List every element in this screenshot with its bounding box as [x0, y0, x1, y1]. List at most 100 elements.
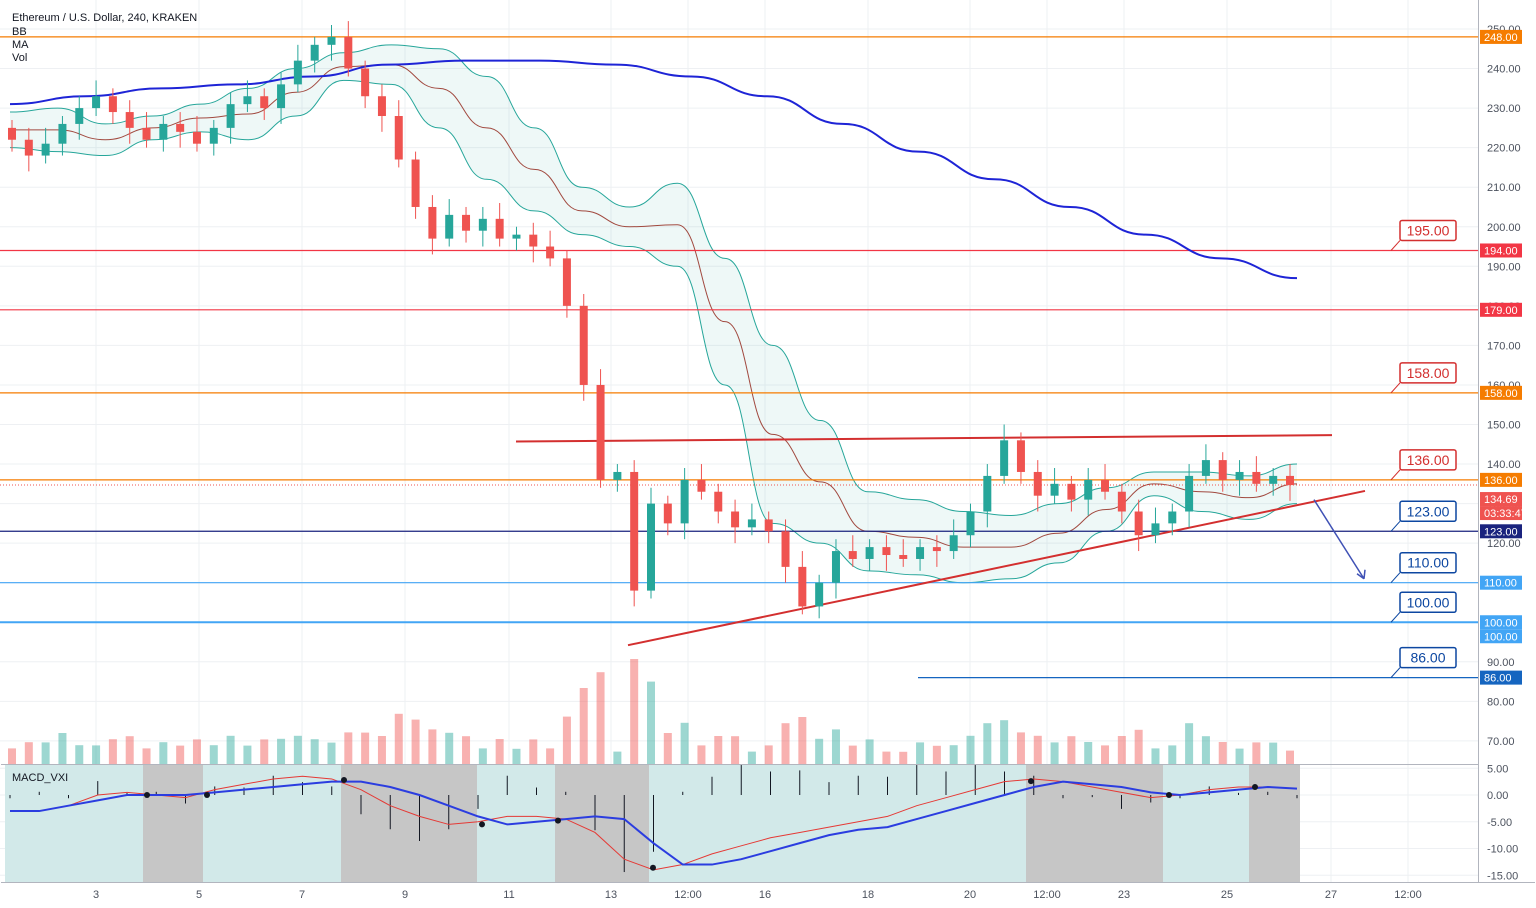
axis-badge-label: 136.00 [1484, 475, 1518, 487]
volume-bar [1000, 720, 1009, 764]
macd-tick-label: -5.00 [1487, 817, 1512, 829]
volume-bar [495, 739, 504, 764]
volume-bar [142, 748, 151, 764]
candle-body [1168, 511, 1177, 524]
note-box [1399, 219, 1457, 242]
candle-body [293, 60, 302, 85]
bollinger-bands [9, 44, 1298, 584]
candle-body [142, 127, 151, 140]
volume-bar [209, 745, 218, 764]
macd-lines [9, 765, 1298, 873]
macd-tick-label: 5.00 [1487, 763, 1508, 775]
candle-body [125, 112, 134, 128]
indicator-bb[interactable]: BB [12, 26, 27, 38]
macd-axis[interactable]: 5.00 0.00 -5.00 -10.00 -15.00 [1487, 763, 1518, 882]
candle-body [848, 551, 857, 559]
volume-bar [697, 745, 706, 764]
volume-bar [1016, 732, 1025, 764]
candle-body [1286, 475, 1294, 486]
candle-body [1185, 475, 1194, 512]
note-pointer [1390, 611, 1401, 623]
volume-bar [529, 739, 538, 764]
volume-bar [260, 739, 269, 764]
volume-bar [512, 748, 521, 764]
candle-body [562, 258, 571, 306]
macd-line [10, 780, 1298, 866]
bb-lower [9, 79, 1298, 584]
candle-body [310, 44, 319, 61]
horizontal-levels[interactable] [0, 36, 1478, 679]
volume-bar [327, 742, 336, 764]
volume-bar [1201, 736, 1210, 764]
candle-body [697, 479, 706, 492]
volume-bar [92, 745, 101, 764]
time-axis-border [1, 882, 1535, 883]
volume-bar [798, 717, 807, 764]
note-label: 136.00 [1407, 452, 1450, 468]
axis-badge [1480, 524, 1522, 539]
trend-lines[interactable] [515, 434, 1366, 647]
volume-bar [226, 735, 235, 764]
indicator-vol[interactable]: Vol [12, 52, 28, 64]
axis-badge [1480, 243, 1522, 258]
axis-badge [1480, 472, 1522, 487]
volume-bar [579, 688, 588, 764]
macd-cross-dot [1166, 792, 1172, 798]
macd-region [203, 765, 341, 882]
macd-region [555, 765, 649, 882]
volume-bar [1050, 742, 1059, 764]
volume-bar [394, 713, 403, 764]
price-tick-label: 170.00 [1487, 340, 1521, 352]
volume-bar [882, 751, 891, 764]
candle-body [1067, 483, 1076, 500]
indicator-ma[interactable]: MA [12, 39, 29, 51]
time-tick-label: 3 [93, 889, 99, 901]
candle-body [344, 36, 353, 69]
note-label: 100.00 [1407, 594, 1450, 610]
volume-bar [949, 745, 958, 764]
macd-tick-label: -15.00 [1487, 870, 1518, 882]
macd-region [143, 765, 203, 882]
price-tick-label: 230.00 [1487, 103, 1521, 115]
candle-body [226, 104, 235, 128]
volume-bar [1168, 745, 1177, 764]
volume-bar [932, 745, 941, 764]
candle-body [647, 503, 655, 591]
time-tick-label: 9 [402, 889, 408, 901]
candle-body [445, 214, 454, 239]
time-tick-label: 25 [1221, 889, 1233, 901]
volume-bar [562, 716, 571, 764]
candle-body [983, 475, 992, 512]
price-notes[interactable]: 195.00 158.00 136.00 123.00 110.00 100.00 86.0… [1390, 219, 1457, 678]
price-tick-label: 220.00 [1487, 143, 1521, 155]
note-pointer [1390, 572, 1401, 584]
candle-body [916, 547, 925, 559]
macd-label[interactable]: MACD_VXI [12, 772, 69, 784]
time-axis[interactable]: 3 5 7 9 11 13 12:00 16 18 20 12:00 23 25 27 12:00 [93, 889, 1422, 901]
axis-badge-label: 86.00 [1484, 673, 1512, 685]
candle-body [781, 531, 790, 567]
time-tick-label: 27 [1325, 889, 1337, 901]
candle-body [815, 582, 824, 607]
volume-bar [1252, 742, 1261, 764]
volume-bar [596, 672, 605, 764]
note-label: 123.00 [1407, 503, 1450, 519]
note-label: 195.00 [1407, 222, 1450, 238]
macd-cross-dot [479, 821, 485, 828]
candle-body [428, 206, 437, 239]
macd-region [5, 765, 143, 882]
axis-badge-label: 248.00 [1484, 32, 1518, 44]
time-tick-label: 5 [196, 889, 202, 901]
volume-bar [159, 742, 168, 764]
volume-bar [243, 745, 252, 764]
candle-body [277, 84, 286, 109]
moving-average-line [9, 59, 1298, 280]
candle-body [798, 566, 807, 607]
volume-bar [865, 739, 874, 764]
candle-body [75, 108, 84, 124]
macd-cross-dot [1028, 778, 1034, 785]
note-pointer [1390, 667, 1401, 678]
axis-badge [1480, 506, 1522, 521]
axis-badge-label: 110.00 [1484, 578, 1517, 590]
